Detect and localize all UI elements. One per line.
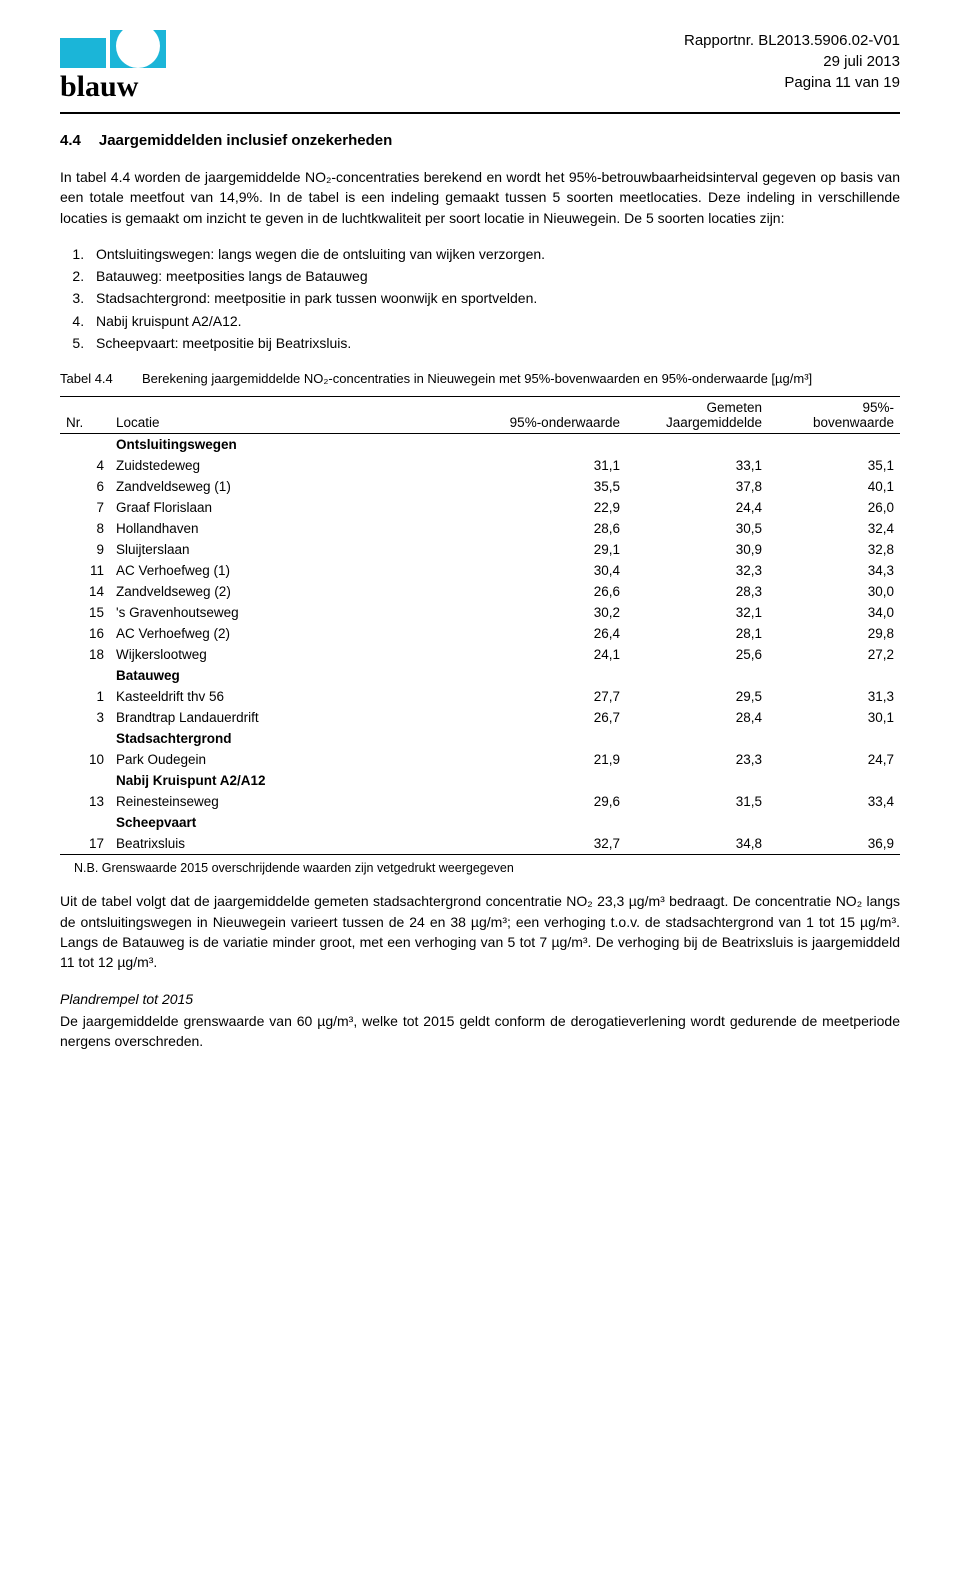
table-row: 16AC Verhoefweg (2)26,428,129,8 [60, 623, 900, 644]
col-upper: 95%-bovenwaarde [768, 397, 900, 434]
plandrempel-paragraph: De jaargemiddelde grenswaarde van 60 µg/… [60, 1011, 900, 1052]
list-item: Stadsachtergrond: meetpositie in park tu… [88, 288, 900, 308]
table-row: 11AC Verhoefweg (1)30,432,334,3 [60, 560, 900, 581]
table-row: 14Zandveldseweg (2)26,628,330,0 [60, 581, 900, 602]
intro-paragraph: In tabel 4.4 worden de jaargemiddelde NO… [60, 167, 900, 228]
table-number: Tabel 4.4 [60, 371, 124, 386]
report-date: 29 juli 2013 [684, 51, 900, 72]
col-nr: Nr. [60, 397, 110, 434]
table-caption-text: Berekening jaargemiddelde NO₂-concentrat… [142, 371, 812, 386]
table-caption: Tabel 4.4 Berekening jaargemiddelde NO₂-… [60, 371, 900, 386]
concentration-table: Nr. Locatie 95%-onderwaarde GemetenJaarg… [60, 396, 900, 855]
table-row: 15's Gravenhoutseweg30,232,134,0 [60, 602, 900, 623]
table-row: 3Brandtrap Landauerdrift26,728,430,1 [60, 707, 900, 728]
group-name: Batauweg [110, 665, 464, 686]
logo-block-right [110, 30, 166, 68]
group-name: Scheepvaart [110, 812, 464, 833]
logo-block-left [60, 38, 106, 68]
group-name: Stadsachtergrond [110, 728, 464, 749]
table-row: 10Park Oudegein21,923,324,7 [60, 749, 900, 770]
table-row: 17Beatrixsluis32,734,836,9 [60, 833, 900, 855]
group-name: Nabij Kruispunt A2/A12 [110, 770, 464, 791]
table-row: 6Zandveldseweg (1)35,537,840,1 [60, 476, 900, 497]
report-number: Rapportnr. BL2013.5906.02-V01 [684, 30, 900, 51]
table-row: 13Reinesteinseweg29,631,533,4 [60, 791, 900, 812]
table-row: 8Hollandhaven28,630,532,4 [60, 518, 900, 539]
table-footnote: N.B. Grenswaarde 2015 overschrijdende wa… [74, 861, 900, 875]
col-locatie: Locatie [110, 397, 464, 434]
group-name: Ontsluitingswegen [110, 434, 464, 456]
section-title: Jaargemiddelden inclusief onzekerheden [99, 132, 392, 149]
page-number: Pagina 11 van 19 [684, 72, 900, 93]
section-heading: 4.4 Jaargemiddelden inclusief onzekerhed… [60, 132, 900, 149]
list-item: Nabij kruispunt A2/A12. [88, 311, 900, 331]
list-item: Ontsluitingswegen: langs wegen die de on… [88, 244, 900, 264]
logo: blauw [60, 30, 180, 104]
location-type-list: Ontsluitingswegen: langs wegen die de on… [88, 244, 900, 353]
table-row: 18Wijkerslootweg24,125,627,2 [60, 644, 900, 665]
list-item: Scheepvaart: meetpositie bij Beatrixslui… [88, 333, 900, 353]
analysis-paragraph: Uit de tabel volgt dat de jaargemiddelde… [60, 891, 900, 972]
table-row: 1Kasteeldrift thv 5627,729,531,3 [60, 686, 900, 707]
logo-text: blauw [60, 70, 180, 104]
table-row: 9Sluijterslaan29,130,932,8 [60, 539, 900, 560]
col-lower: 95%-onderwaarde [464, 397, 626, 434]
list-item: Batauweg: meetposities langs de Batauweg [88, 266, 900, 286]
subsection-heading: Plandrempel tot 2015 [60, 989, 900, 1009]
header-meta: Rapportnr. BL2013.5906.02-V01 29 juli 20… [684, 30, 900, 93]
table-row: 4Zuidstedeweg31,133,135,1 [60, 455, 900, 476]
table-row: 7Graaf Florislaan22,924,426,0 [60, 497, 900, 518]
section-number: 4.4 [60, 132, 81, 149]
col-measured: GemetenJaargemiddelde [626, 397, 768, 434]
header-rule [60, 112, 900, 114]
